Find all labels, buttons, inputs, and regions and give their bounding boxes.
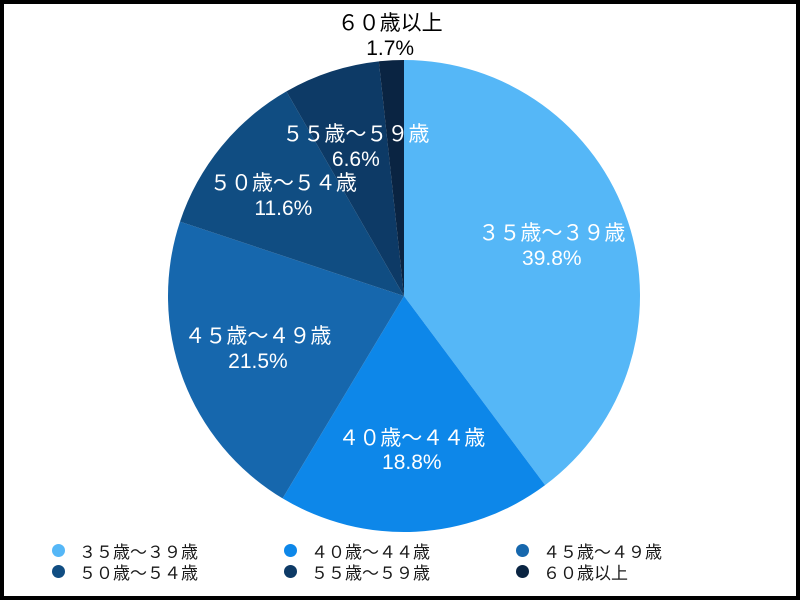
legend-item-4: ５０歳～５４歳	[52, 561, 284, 583]
legend-item-5: ５５歳～５９歳	[284, 561, 516, 583]
pie-slice-6	[378, 60, 404, 296]
pie-slice-3	[168, 221, 404, 499]
legend-swatch-icon	[52, 564, 65, 578]
legend-label: ５０歳～５４歳	[79, 563, 198, 583]
legend-label: ５５歳～５９歳	[311, 563, 430, 583]
legend-swatch-icon	[52, 543, 65, 557]
legend-item-1: ３５歳～３９歳	[52, 540, 284, 562]
legend-item-2: ４０歳～４４歳	[284, 540, 516, 562]
pie-slice-4	[180, 91, 404, 297]
legend-swatch-icon	[516, 543, 529, 557]
legend: ３５歳～３９歳 ４０歳～４４歳 ４５歳～４９歳 ５０歳～５４歳 ５５歳～５９歳 ６０歳以上	[52, 540, 748, 583]
legend-swatch-icon	[284, 564, 297, 578]
legend-label: ６０歳以上	[543, 563, 628, 583]
pie-slice-2	[282, 296, 546, 532]
legend-item-3: ４５歳～４９歳	[516, 540, 748, 562]
legend-label: ３５歳～３９歳	[79, 542, 198, 562]
pie-slice-1	[404, 60, 640, 486]
pie-slice-5	[286, 61, 404, 296]
legend-label: ４５歳～４９歳	[543, 542, 662, 562]
legend-swatch-icon	[284, 543, 297, 557]
legend-swatch-icon	[516, 564, 529, 578]
legend-item-6: ６０歳以上	[516, 561, 748, 583]
pie-chart	[168, 60, 640, 532]
legend-label: ４０歳～４４歳	[311, 542, 430, 562]
